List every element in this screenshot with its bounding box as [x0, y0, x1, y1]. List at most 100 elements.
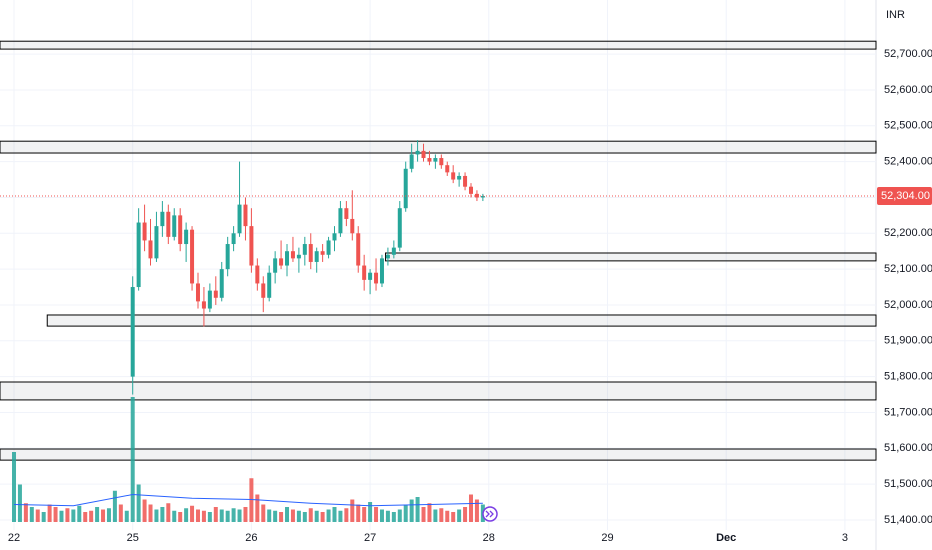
- y-tick-label: 52,500.00: [884, 120, 932, 132]
- y-tick-label: 52,100.00: [884, 263, 932, 275]
- volume-bar: [385, 510, 390, 522]
- volume-bar: [302, 512, 307, 522]
- volume-bar: [290, 509, 295, 522]
- x-tick-label: 25: [127, 532, 139, 544]
- volume-ma: [13, 493, 483, 507]
- volume-bar: [415, 497, 420, 522]
- candle-body: [154, 226, 159, 259]
- y-tick-label: 51,500.00: [884, 478, 932, 490]
- volume-bar: [243, 507, 248, 522]
- volume-bar: [77, 505, 82, 522]
- candle-body: [421, 150, 426, 159]
- candle-body: [332, 233, 337, 241]
- volume-bar: [403, 504, 408, 522]
- candle-body: [308, 244, 313, 262]
- volume-bar: [279, 512, 284, 522]
- y-tick-label: 51,800.00: [884, 371, 932, 383]
- x-tick-label: 22: [8, 532, 20, 544]
- candle-body: [178, 215, 183, 245]
- candle-body: [267, 272, 272, 298]
- candle-body: [219, 269, 224, 298]
- candle-body: [445, 165, 450, 173]
- volume-bar: [326, 509, 331, 522]
- volume-bar: [201, 510, 206, 522]
- volume-bar: [12, 452, 17, 522]
- volume-bar: [219, 509, 224, 522]
- candle-body: [195, 283, 200, 302]
- candle-body: [439, 158, 444, 166]
- candle-body: [468, 186, 473, 194]
- volume-bar: [320, 512, 325, 522]
- volume-bar: [112, 490, 117, 522]
- volume-bar: [172, 510, 177, 522]
- volume-bar: [17, 484, 22, 522]
- zone: [0, 40, 877, 50]
- volume-bar: [124, 510, 129, 522]
- candle-body: [290, 251, 295, 259]
- candle-body: [409, 154, 414, 169]
- volume-bar: [356, 504, 361, 522]
- candle-body: [148, 240, 153, 259]
- currency-label: INR: [886, 9, 905, 21]
- y-tick-label: 51,900.00: [884, 335, 932, 347]
- candle-body: [136, 222, 141, 288]
- volume-bar: [249, 478, 254, 522]
- go-to-realtime[interactable]: [482, 506, 498, 522]
- volume-bar: [47, 504, 52, 522]
- candle-body: [344, 208, 349, 219]
- candle-body: [172, 215, 177, 237]
- candle-body: [356, 233, 361, 266]
- candle-body: [249, 226, 254, 266]
- candle-body: [184, 229, 189, 245]
- volume-bar: [207, 512, 212, 522]
- y-tick-label: 52,700.00: [884, 48, 932, 60]
- volume-bar: [296, 510, 301, 522]
- volume-bar: [463, 507, 468, 522]
- volume-bar: [261, 504, 266, 522]
- volume-bar: [338, 510, 343, 522]
- candle-body: [403, 168, 408, 209]
- zone: [0, 381, 877, 401]
- volume-bar: [474, 499, 479, 522]
- candle-body: [480, 196, 485, 198]
- volume-bar: [445, 510, 450, 522]
- candle-body: [314, 251, 319, 262]
- candle-body: [231, 233, 236, 245]
- candle-body: [225, 244, 230, 270]
- volume-bar: [285, 507, 290, 522]
- volume-bar: [433, 509, 438, 522]
- candle-body: [326, 240, 331, 255]
- candle-body: [190, 229, 195, 284]
- volume-bar: [421, 507, 426, 522]
- volume-bar: [468, 494, 473, 522]
- volume-bar: [160, 507, 165, 522]
- candle-body: [474, 193, 479, 198]
- volume-bar: [362, 507, 367, 522]
- candle-body: [433, 158, 438, 162]
- zone: [385, 252, 877, 262]
- volume-bar: [41, 512, 46, 522]
- volume-bar: [368, 502, 373, 522]
- candle-body: [362, 265, 367, 280]
- volume-bar: [136, 484, 141, 522]
- volume-bar: [101, 509, 106, 522]
- volume-bar: [59, 510, 64, 522]
- y-tick-label: 52,400.00: [884, 156, 932, 168]
- volume-bar: [213, 507, 218, 522]
- volume-bar: [53, 507, 58, 522]
- go-to-realtime-circle: [482, 506, 498, 522]
- candle-body: [166, 211, 171, 237]
- volume-bar: [83, 512, 88, 522]
- volume-bar: [225, 510, 230, 522]
- volume-bar: [195, 509, 200, 522]
- volume-bar: [178, 512, 183, 522]
- volume-bar: [332, 507, 337, 522]
- volume-bar: [273, 510, 278, 522]
- volume-bar: [118, 504, 123, 522]
- candle-body: [130, 287, 135, 377]
- y-tick-label: 52,200.00: [884, 227, 932, 239]
- volume-bar: [71, 509, 76, 522]
- candle-body: [451, 172, 456, 180]
- volume-bar: [29, 507, 34, 522]
- candle-body: [237, 204, 242, 234]
